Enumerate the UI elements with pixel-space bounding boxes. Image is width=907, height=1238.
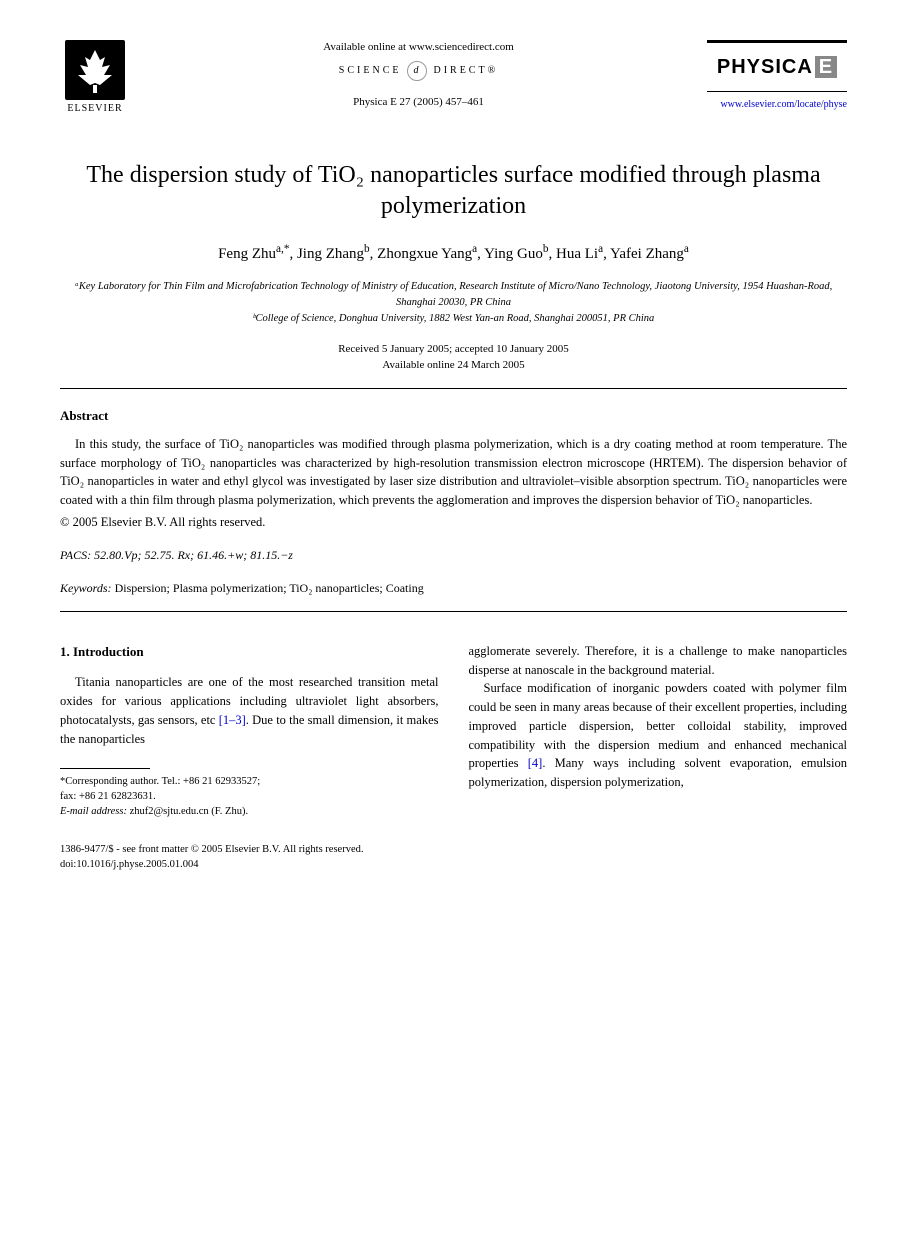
page-header: ELSEVIER Available online at www.science…: [60, 40, 847, 120]
article-title: The dispersion study of TiO₂ nanoparticl…: [80, 160, 827, 222]
journal-reference: Physica E 27 (2005) 457–461: [150, 95, 687, 110]
email-value: zhuf2@sjtu.edu.cn (F. Zhu).: [130, 806, 248, 817]
keywords-line: Keywords: Dispersion; Plasma polymerizat…: [60, 580, 847, 597]
left-column: 1. Introduction Titania nanoparticles ar…: [60, 642, 439, 820]
section-1-heading: 1. Introduction: [60, 642, 439, 662]
corresponding-footnote: *Corresponding author. Tel.: +86 21 6293…: [60, 775, 439, 819]
intro-para-1-cont: agglomerate severely. Therefore, it is a…: [469, 642, 848, 680]
sciencedirect-logo: SCIENCE d DIRECT®: [150, 61, 687, 81]
physica-word: PHYSICA: [717, 56, 813, 78]
elsevier-logo: ELSEVIER: [60, 40, 130, 120]
article-dates: Received 5 January 2005; accepted 10 Jan…: [60, 341, 847, 374]
body-columns: 1. Introduction Titania nanoparticles ar…: [60, 642, 847, 820]
pacs-line: PACS: 52.80.Vp; 52.75. Rx; 61.46.+w; 81.…: [60, 547, 847, 564]
center-header: Available online at www.sciencedirect.co…: [130, 40, 707, 111]
ref-link-4[interactable]: [4]: [528, 756, 543, 770]
sd-left: SCIENCE: [339, 64, 402, 78]
corr-email: E-mail address: zhuf2@sjtu.edu.cn (F. Zh…: [60, 805, 439, 820]
journal-url-link[interactable]: www.elsevier.com/locate/physe: [707, 98, 847, 112]
abstract-body: In this study, the surface of TiO₂ nanop…: [60, 435, 847, 510]
footnote-rule: [60, 768, 150, 769]
elsevier-text: ELSEVIER: [67, 102, 122, 116]
intro-para-2: Surface modification of inorganic powder…: [469, 679, 848, 792]
affiliations: ᵃKey Laboratory for Thin Film and Microf…: [60, 279, 847, 326]
abstract-heading: Abstract: [60, 407, 847, 425]
keywords-value: Dispersion; Plasma polymerization; TiO₂ …: [115, 581, 424, 595]
received-date: Received 5 January 2005; accepted 10 Jan…: [60, 341, 847, 358]
pacs-label: PACS:: [60, 548, 91, 562]
sd-right: DIRECT®: [433, 64, 498, 78]
physica-e: E: [815, 56, 837, 78]
corr-fax: fax: +86 21 62823631.: [60, 790, 439, 805]
ref-link-1-3[interactable]: [1–3]: [219, 713, 246, 727]
pacs-value: 52.80.Vp; 52.75. Rx; 61.46.+w; 81.15.−z: [94, 548, 293, 562]
online-date: Available online 24 March 2005: [60, 357, 847, 374]
affiliation-a: ᵃKey Laboratory for Thin Film and Microf…: [60, 279, 847, 311]
rule-bottom: [60, 611, 847, 612]
email-label: E-mail address:: [60, 806, 127, 817]
rule-top: [60, 388, 847, 389]
elsevier-tree-icon: [65, 40, 125, 100]
abstract-copyright: © 2005 Elsevier B.V. All rights reserved…: [60, 514, 847, 532]
front-matter: 1386-9477/$ - see front matter © 2005 El…: [60, 843, 847, 858]
footer: 1386-9477/$ - see front matter © 2005 El…: [60, 843, 847, 872]
available-online-text: Available online at www.sciencedirect.co…: [150, 40, 687, 55]
physica-box: PHYSICAE: [707, 40, 847, 92]
intro-para-1: Titania nanoparticles are one of the mos…: [60, 673, 439, 748]
right-column: agglomerate severely. Therefore, it is a…: [469, 642, 848, 820]
journal-logo: PHYSICAE www.elsevier.com/locate/physe: [707, 40, 847, 112]
affiliation-b: ᵇCollege of Science, Donghua University,…: [60, 311, 847, 327]
sd-d-icon: d: [407, 61, 427, 81]
corr-author: *Corresponding author. Tel.: +86 21 6293…: [60, 775, 439, 790]
authors-line: Feng Zhua,*, Jing Zhangb, Zhongxue Yanga…: [60, 242, 847, 265]
doi: doi:10.1016/j.physe.2005.01.004: [60, 858, 847, 873]
keywords-label: Keywords:: [60, 581, 112, 595]
